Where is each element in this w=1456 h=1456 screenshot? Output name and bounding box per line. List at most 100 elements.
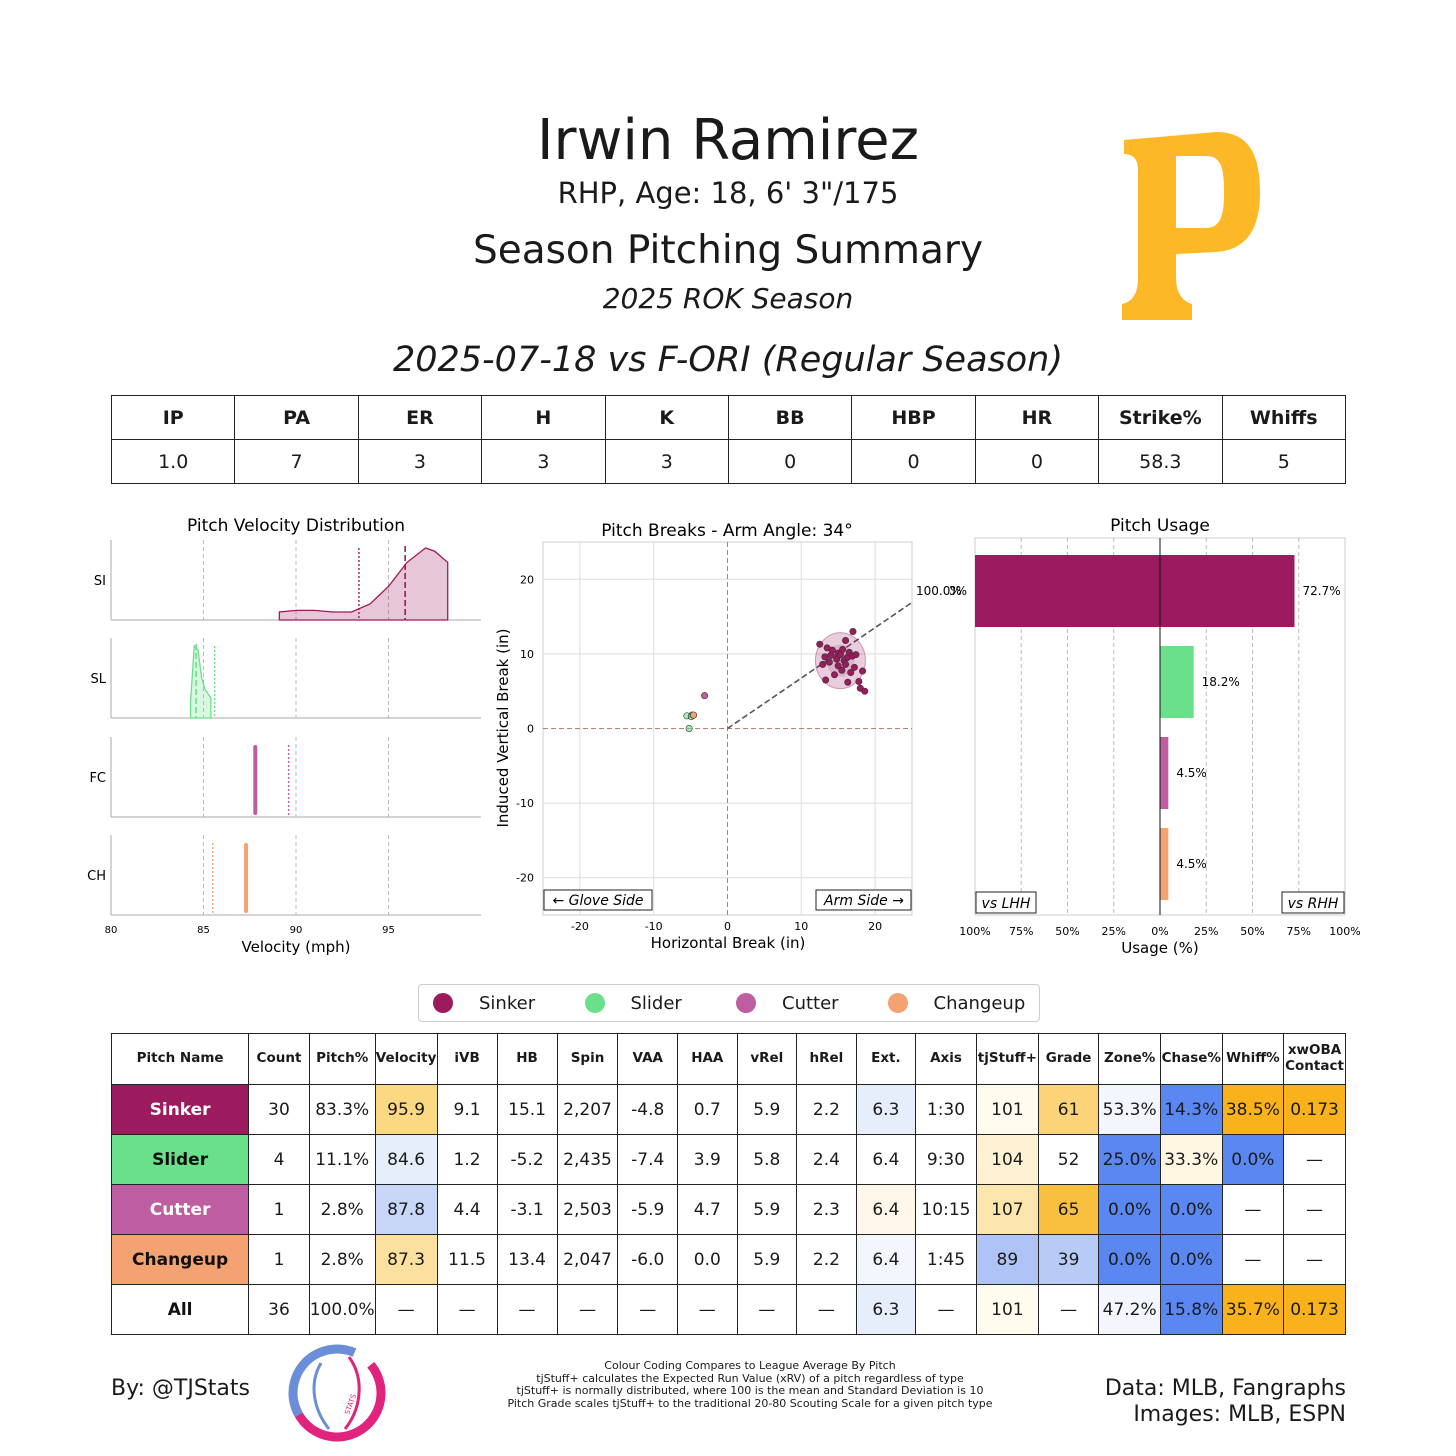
pitch-table-header: tjStuff+ <box>975 1033 1039 1085</box>
pitch-table-cell: 2.2 <box>796 1234 857 1285</box>
pitch-table-cell: 5.9 <box>736 1234 798 1285</box>
pitch-table-cell: 36 <box>248 1284 310 1335</box>
stat-header-ip: IP <box>110 395 236 440</box>
pitch-table-cell: — <box>1037 1284 1100 1335</box>
velocity-x-tick: 80 <box>105 925 118 936</box>
stat-value-bb: 0 <box>727 439 853 484</box>
pitch-table-cell: 1:30 <box>915 1084 977 1135</box>
legend-marker <box>584 993 605 1013</box>
season-label: 2025 ROK Season <box>602 282 854 315</box>
pitch-table-cell: 65 <box>1037 1184 1100 1235</box>
pitch-table-cell: 101 <box>975 1084 1039 1135</box>
pitch-table-header: Pitch Name <box>110 1033 250 1085</box>
pitch-table-cell: 53.3% <box>1098 1084 1161 1135</box>
glove-side-label: ← Glove Side <box>552 893 643 909</box>
pitch-table-header: Velocity <box>374 1033 438 1085</box>
pitch-table-cell: 104 <box>975 1134 1039 1185</box>
pitch-table-cell: 0.7 <box>677 1084 738 1135</box>
stat-value-strike-pct: 58.3 <box>1098 439 1223 484</box>
velocity-row-label: SL <box>91 672 107 687</box>
break-point-sinker <box>838 666 846 674</box>
pitch-table-cell: 0.0% <box>1221 1134 1285 1185</box>
pitch-table-cell: -3.1 <box>496 1184 558 1235</box>
velocity-chart-title: Pitch Velocity Distribution <box>187 516 405 536</box>
legend-label: Slider <box>630 992 682 1014</box>
breaks-x-tick: 0 <box>724 920 731 933</box>
pitch-table-cell: 13.4 <box>496 1234 558 1285</box>
pitch-table-row: All 36 100.0% — — — — — — — —6.3—101—47.2% 15.8% 35.… <box>110 1284 1346 1335</box>
pitch-table-cell: 0.0 <box>677 1234 738 1285</box>
pitch-table-cell: 0.0% <box>1098 1184 1161 1235</box>
usage-label-rhh: 72.7% <box>1302 584 1340 598</box>
pitch-table-cell: — <box>677 1284 738 1335</box>
legend-item-sinker: Sinker <box>433 993 585 1014</box>
break-point-sinker <box>821 653 829 661</box>
pitch-table-cell: 6.4 <box>855 1184 917 1235</box>
pitch-table-cell: — <box>736 1284 798 1335</box>
break-point-sinker <box>844 678 852 686</box>
arm-side-label: Arm Side → <box>823 893 904 909</box>
stat-header-bb: BB <box>727 395 853 440</box>
pitch-table-cell: 47.2% <box>1098 1284 1161 1335</box>
pitch-table-cell: 2.2 <box>796 1084 857 1135</box>
usage-bar-rhh-sinker <box>1160 555 1295 627</box>
pitch-table-cell: 0.173 <box>1283 1284 1346 1335</box>
stat-value-ip: 1.0 <box>110 439 236 484</box>
game-label: 2025-07-18 vs F-ORI (Regular Season) <box>392 340 1064 380</box>
usage-x-tick: 50% <box>1240 925 1264 938</box>
break-point-sinker <box>834 662 842 670</box>
team-logo <box>1122 132 1260 320</box>
usage-x-tick: 25% <box>1102 925 1126 938</box>
legend-item-changeup: Changeup <box>887 993 1040 1014</box>
pitch-table-header: Pitch% <box>308 1033 376 1085</box>
pitch-table-header: hRel <box>796 1033 857 1085</box>
usage-x-tick: 25% <box>1194 925 1218 938</box>
break-point-sinker <box>828 646 836 654</box>
sources-credit: Data: MLB, Fangraphs Images: MLB, ESPN <box>1105 1376 1346 1429</box>
breaks-x-tick: -20 <box>571 920 589 933</box>
velocity-distribution-chart: Pitch Velocity Distribution SI SL FC CH 80 85 9… <box>87 516 481 956</box>
pitch-table-cell: 0.173 <box>1283 1084 1346 1135</box>
breaks-x-label: Horizontal Break (in) <box>651 934 806 952</box>
pitch-table-cell: 52 <box>1037 1134 1100 1185</box>
velocity-row-label: FC <box>89 771 106 786</box>
pitch-breaks-chart: Pitch Breaks - Arm Angle: 34° 100.0% -20 -1… <box>494 521 962 952</box>
pitch-table-cell: 11.1% <box>308 1134 376 1185</box>
pitch-metrics-table: Pitch Name Count Pitch% Velocity iVB HB Spin VA… <box>110 1033 1346 1335</box>
pitch-table-cell: 2.8% <box>308 1234 376 1285</box>
pitch-table-cell: 1 <box>248 1184 310 1235</box>
break-point-slider <box>685 725 693 733</box>
usage-x-tick: 50% <box>1055 925 1079 938</box>
pitch-table-cell: 10:15 <box>915 1184 977 1235</box>
legend-label: Cutter <box>782 992 839 1014</box>
usage-x-tick: 75% <box>1287 925 1311 938</box>
break-point-sinker <box>842 636 850 644</box>
pitch-table-header: Spin <box>556 1033 619 1085</box>
pitch-table-header: VAA <box>617 1033 679 1085</box>
pitch-name-cell: Changeup <box>110 1234 250 1285</box>
velocity-row-label: CH <box>87 869 106 884</box>
pitch-table-cell: 35.7% <box>1221 1284 1285 1335</box>
pitch-table-cell: 0.0% <box>1159 1234 1223 1285</box>
pitch-usage-chart: Pitch Usage 100.0% 72.7% 18.2% 4.5% 4.5% 100% 7… <box>950 516 1361 957</box>
pitch-table-cell: 1.2 <box>436 1134 498 1185</box>
pitch-table-header: Axis <box>915 1033 977 1085</box>
pitch-table-cell: 61 <box>1037 1084 1100 1135</box>
legend-marker <box>736 993 756 1013</box>
pitch-table-cell: 39 <box>1037 1234 1100 1285</box>
usage-x-tick: 75% <box>1009 925 1033 938</box>
images-source: Images: MLB, ESPN <box>1133 1402 1346 1428</box>
legend-marker <box>433 993 453 1013</box>
pitch-table-cell: 4.4 <box>436 1184 498 1235</box>
pitch-name-cell: Sinker <box>110 1084 250 1135</box>
usage-bar-rhh-changeup <box>1160 828 1169 900</box>
stat-value-h: 3 <box>481 439 606 484</box>
usage-x-label: Usage (%) <box>1121 939 1198 957</box>
pitch-table-cell: 89 <box>975 1234 1039 1285</box>
stat-header-pa: PA <box>234 395 359 440</box>
usage-label-rhh: 18.2% <box>1202 675 1240 689</box>
pitch-table-cell: — <box>796 1284 857 1335</box>
pitch-table-cell: 2.8% <box>308 1184 376 1235</box>
pitch-table-header: HAA <box>677 1033 738 1085</box>
velocity-x-tick: 95 <box>382 925 395 936</box>
